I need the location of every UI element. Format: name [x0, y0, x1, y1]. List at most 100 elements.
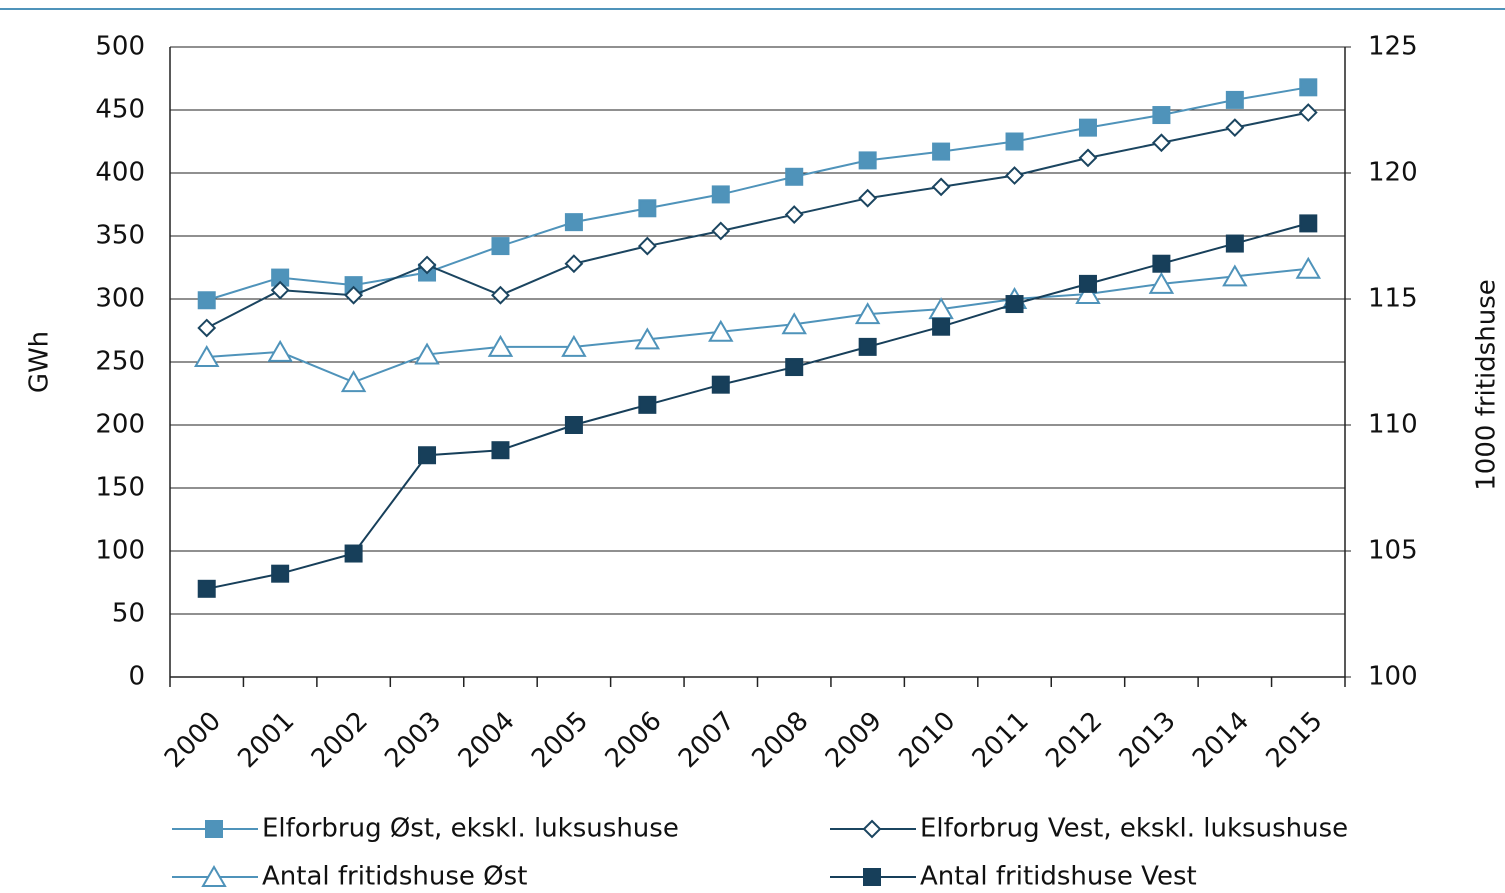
marker [267, 339, 293, 362]
series-line [206, 86, 1309, 302]
y-tick-label: 250 [95, 347, 145, 377]
marker [932, 317, 951, 336]
x-tick-label: 2014 [1187, 706, 1255, 774]
y-tick-label: 0 [128, 662, 145, 692]
marker [1152, 254, 1171, 273]
marker [1075, 281, 1101, 304]
marker [270, 280, 290, 300]
marker [1225, 118, 1245, 138]
marker [784, 205, 804, 224]
marker [1295, 256, 1322, 279]
marker [862, 819, 882, 839]
marker [1299, 214, 1318, 233]
marker [491, 441, 510, 460]
marker [271, 564, 290, 583]
marker [1298, 103, 1318, 122]
y-tick-label: 100 [95, 536, 145, 566]
marker [634, 327, 661, 350]
marker [197, 291, 216, 310]
x-tick-label: 2003 [379, 706, 447, 774]
y2-tick-label: 110 [1368, 410, 1418, 440]
marker [340, 370, 367, 393]
legend-label: Elforbrug Øst, ekskl. luksushuse [262, 814, 679, 844]
marker [858, 337, 877, 356]
marker [418, 446, 437, 465]
marker [1005, 132, 1024, 151]
y-tick-label: 400 [95, 158, 145, 188]
marker [711, 375, 730, 394]
x-tick-label: 2008 [746, 706, 814, 774]
y-tick-label: 500 [95, 32, 145, 62]
x-tick-label: 2006 [600, 706, 668, 774]
x-tick-label: 2005 [526, 706, 594, 774]
y2-tick-label: 100 [1368, 662, 1418, 692]
y-tick-label: 350 [95, 221, 145, 251]
marker [197, 318, 217, 338]
marker [854, 302, 881, 325]
x-tick-label: 2011 [967, 706, 1035, 774]
legend-label: Elforbrug Vest, ekskl. luksushuse [920, 814, 1348, 844]
y-tick-label: 50 [112, 599, 145, 629]
marker [193, 344, 220, 367]
marker [344, 544, 363, 563]
marker [638, 199, 657, 218]
marker [1299, 78, 1318, 97]
x-tick-label: 2000 [159, 706, 227, 774]
marker [785, 167, 804, 186]
marker [344, 285, 364, 305]
y-tick-label: 200 [95, 410, 145, 440]
x-tick-label: 2001 [232, 706, 300, 774]
x-tick-label: 2015 [1261, 706, 1329, 774]
marker [708, 319, 734, 342]
y-axis-label: GWh [25, 331, 55, 393]
marker [417, 255, 437, 275]
marker [197, 579, 216, 598]
y2-tick-label: 120 [1368, 158, 1418, 188]
marker [1225, 234, 1244, 253]
marker [931, 177, 951, 197]
marker [1225, 90, 1244, 109]
marker [1078, 118, 1097, 137]
marker [201, 865, 227, 887]
y2-tick-label: 105 [1368, 536, 1418, 566]
marker [491, 237, 510, 256]
x-tick-label: 2009 [820, 706, 888, 774]
marker [564, 416, 583, 434]
marker [1078, 148, 1098, 168]
x-tick-label: 2012 [1040, 706, 1108, 774]
x-tick-label: 2002 [306, 706, 374, 774]
marker [637, 236, 657, 256]
marker [863, 868, 881, 886]
marker [1078, 274, 1097, 293]
y-tick-label: 150 [95, 473, 145, 503]
marker [858, 188, 878, 208]
marker [711, 221, 731, 241]
y2-tick-label: 125 [1368, 32, 1418, 62]
marker [1152, 106, 1171, 125]
marker [564, 254, 584, 274]
marker [564, 213, 583, 232]
marker [1005, 295, 1024, 314]
y2-axis-label: 1000 fritidshuse [1472, 279, 1502, 490]
marker [491, 285, 510, 305]
series-line [206, 267, 1309, 384]
legend-label: Antal fritidshuse Vest [920, 862, 1197, 892]
series-line [206, 111, 1309, 329]
x-tick-label: 2013 [1114, 706, 1182, 774]
y2-tick-label: 115 [1368, 284, 1418, 314]
marker [711, 185, 730, 204]
x-tick-label: 2004 [453, 706, 521, 774]
marker [858, 151, 877, 170]
marker [1005, 166, 1024, 185]
marker [932, 142, 951, 161]
marker [781, 312, 807, 335]
series-line [206, 222, 1309, 590]
marker [561, 334, 587, 357]
x-tick-label: 2007 [673, 706, 741, 774]
marker [1151, 133, 1171, 153]
marker [205, 820, 223, 838]
marker [414, 342, 440, 365]
marker [1148, 271, 1175, 294]
x-tick-label: 2010 [893, 706, 961, 774]
